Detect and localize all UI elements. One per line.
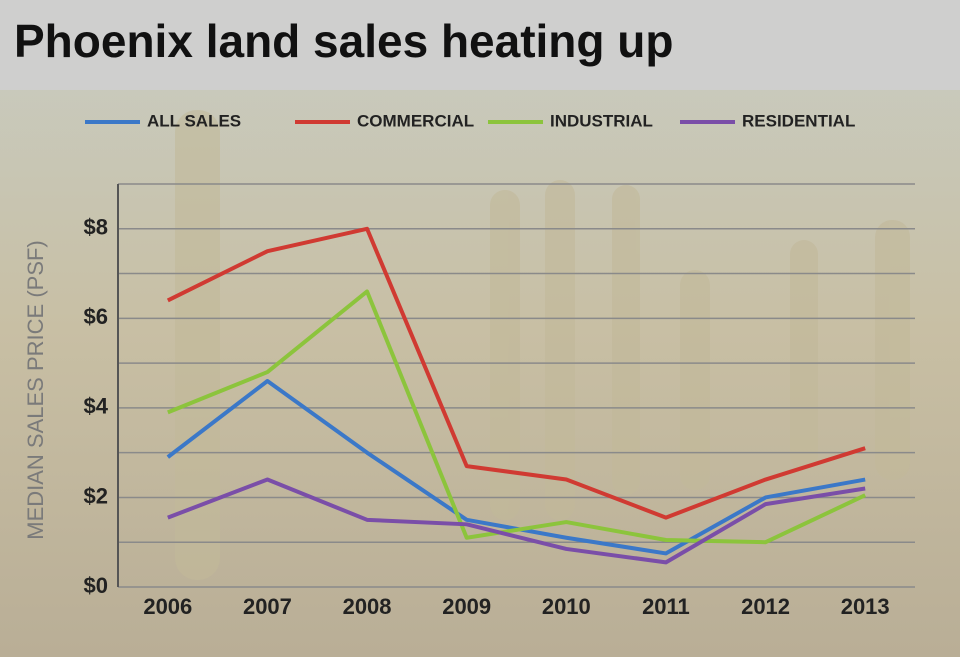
legend-label: COMMERCIAL — [357, 111, 474, 130]
y-tick-label: $6 — [84, 304, 108, 329]
chart-title: Phoenix land sales heating up — [14, 15, 673, 67]
cactus-decoration — [175, 110, 910, 580]
y-tick-label: $0 — [84, 573, 108, 598]
x-tick-label: 2008 — [343, 594, 392, 619]
legend-label: RESIDENTIAL — [742, 111, 855, 130]
y-tick-label: $2 — [84, 483, 108, 508]
legend-label: ALL SALES — [147, 111, 241, 130]
y-axis-label: MEDIAN SALES PRICE (PSF) — [23, 240, 48, 540]
x-tick-label: 2012 — [741, 594, 790, 619]
x-tick-label: 2006 — [143, 594, 192, 619]
x-tick-label: 2009 — [442, 594, 491, 619]
x-tick-label: 2007 — [243, 594, 292, 619]
series-line — [167, 289, 867, 545]
series-line — [167, 477, 866, 565]
x-tick-label: 2011 — [642, 594, 690, 619]
x-tick-label: 2013 — [841, 594, 890, 619]
y-tick-label: $4 — [84, 394, 109, 419]
series-line — [166, 226, 866, 520]
title-bar — [0, 0, 960, 90]
y-tick-label: $8 — [84, 215, 108, 240]
legend-label: INDUSTRIAL — [550, 111, 653, 130]
x-tick-label: 2010 — [542, 594, 591, 619]
